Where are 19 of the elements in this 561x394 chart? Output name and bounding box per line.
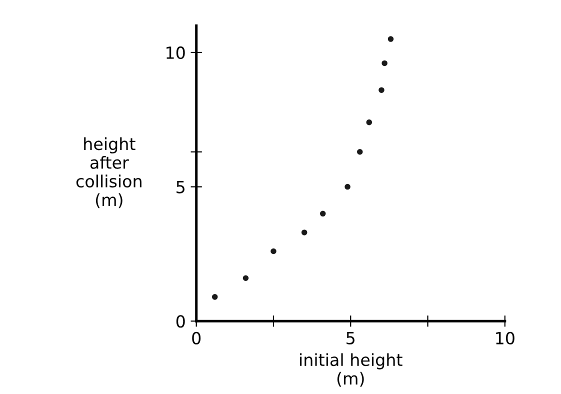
y-tick-label: 5 bbox=[176, 180, 184, 194]
point bbox=[301, 230, 308, 236]
point bbox=[388, 36, 394, 42]
x-tick-label: 5 bbox=[346, 332, 354, 344]
point bbox=[382, 60, 388, 66]
point bbox=[356, 148, 363, 155]
x-tick-label: 0 bbox=[192, 332, 201, 344]
point bbox=[366, 119, 372, 126]
point bbox=[344, 184, 350, 190]
point bbox=[242, 275, 249, 282]
x-axis-title: initial height (m) bbox=[300, 353, 402, 387]
point bbox=[270, 248, 276, 254]
y-tick-label: 10 bbox=[166, 46, 185, 60]
x-tick-label: 10 bbox=[496, 332, 514, 344]
y-axis-title: height after collision (m) bbox=[76, 137, 142, 208]
point bbox=[320, 210, 326, 217]
point bbox=[212, 294, 218, 300]
point bbox=[378, 87, 384, 93]
y-tick-label: 0 bbox=[176, 315, 185, 328]
